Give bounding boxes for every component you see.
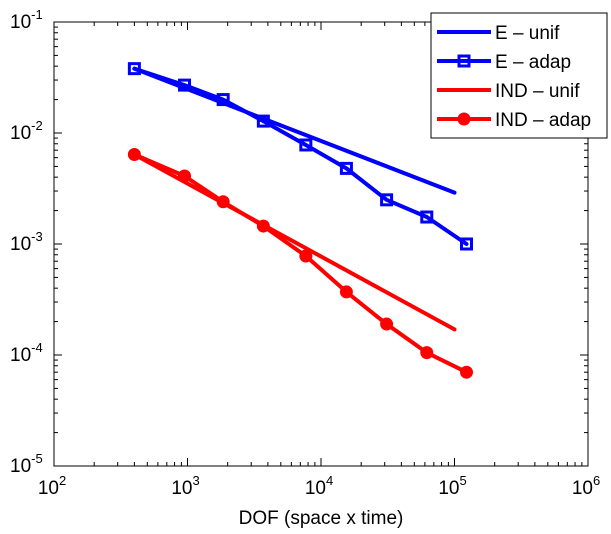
x-tick-label: 105 (438, 473, 466, 499)
x-tick-label: 104 (305, 473, 333, 499)
data-point (420, 346, 434, 360)
x-tick-label: 106 (572, 473, 600, 499)
data-point (380, 317, 394, 331)
legend: E – unif E – adap IND – unif IND – adap (430, 12, 608, 139)
data-point (380, 193, 394, 207)
data-point (339, 161, 353, 175)
data-point (127, 148, 141, 162)
x-tick-label: 102 (38, 473, 66, 499)
series-line (132, 152, 457, 332)
data-point (178, 169, 192, 183)
y-tick-label: 10-3 (10, 229, 43, 255)
y-tick-label: 10-2 (10, 118, 43, 144)
data-point (178, 78, 192, 92)
data-point (216, 93, 230, 107)
data-point (299, 249, 313, 263)
legend-item-e-unif: E – unif (437, 23, 560, 44)
series-e-adap (127, 62, 474, 251)
series-ind-unif (132, 152, 457, 332)
series-ind-adap (127, 148, 474, 379)
data-point (460, 237, 474, 251)
axis-ticks: 102 103 104 105 106 10-5 10-4 10-3 10-2 10-1 (10, 7, 600, 499)
data-point (420, 210, 434, 224)
data-point (460, 365, 474, 379)
y-tick-label: 10-1 (10, 7, 43, 33)
data-point (256, 114, 270, 128)
series-layer (127, 62, 474, 379)
legend-label: E – adap (495, 52, 571, 73)
data-point (127, 62, 141, 76)
legend-item-ind-adap: IND – adap (437, 110, 591, 131)
legend-label: IND – adap (495, 110, 591, 131)
legend-label: E – unif (495, 23, 560, 44)
data-point (299, 138, 313, 152)
y-tick-label: 10-4 (10, 340, 43, 366)
legend-marker (457, 54, 471, 68)
legend-item-ind-unif: IND – unif (437, 81, 580, 102)
data-point (256, 219, 270, 233)
data-point (339, 285, 353, 299)
legend-item-e-adap: E – adap (437, 52, 571, 73)
series-line (132, 66, 469, 246)
legend-label: IND – unif (495, 81, 580, 102)
y-tick-label: 10-5 (10, 451, 43, 477)
x-tick-label: 103 (171, 473, 199, 499)
data-point (216, 195, 230, 209)
x-axis-label: DOF (space x time) (239, 508, 404, 529)
legend-marker (457, 112, 471, 126)
